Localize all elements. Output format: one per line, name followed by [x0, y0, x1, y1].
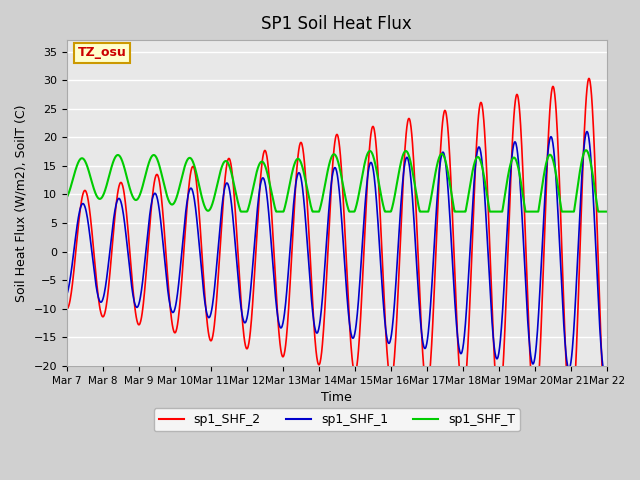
Y-axis label: Soil Heat Flux (W/m2), SoilT (C): Soil Heat Flux (W/m2), SoilT (C): [15, 104, 28, 302]
sp1_SHF_1: [583, 129, 591, 134]
sp1_SHF_1: [539, 232, 547, 238]
sp1_SHF_1: [601, 372, 609, 377]
sp1_SHF_T: [421, 209, 429, 215]
sp1_SHF_T: [603, 209, 611, 215]
Line: sp1_SHF_T: sp1_SHF_T: [67, 150, 607, 212]
sp1_SHF_2: [63, 306, 70, 312]
sp1_SHF_2: [420, 374, 428, 380]
sp1_SHF_T: [540, 177, 547, 183]
sp1_SHF_1: [492, 350, 499, 356]
sp1_SHF_T: [582, 147, 589, 153]
sp1_SHF_2: [243, 346, 251, 351]
sp1_SHF_T: [183, 158, 191, 164]
Line: sp1_SHF_1: sp1_SHF_1: [67, 132, 607, 374]
sp1_SHF_2: [170, 328, 177, 334]
Title: SP1 Soil Heat Flux: SP1 Soil Heat Flux: [262, 15, 412, 33]
sp1_SHF_1: [63, 292, 70, 298]
sp1_SHF_2: [603, 426, 611, 432]
sp1_SHF_1: [183, 200, 191, 206]
sp1_SHF_1: [420, 346, 428, 351]
sp1_SHF_T: [170, 201, 177, 206]
X-axis label: Time: Time: [321, 391, 352, 404]
Legend: sp1_SHF_2, sp1_SHF_1, sp1_SHF_T: sp1_SHF_2, sp1_SHF_1, sp1_SHF_T: [154, 408, 520, 432]
sp1_SHF_T: [244, 207, 252, 213]
sp1_SHF_2: [539, 282, 547, 288]
Line: sp1_SHF_2: sp1_SHF_2: [67, 78, 607, 429]
sp1_SHF_2: [492, 368, 499, 374]
sp1_SHF_1: [170, 309, 177, 315]
sp1_SHF_2: [585, 75, 593, 81]
sp1_SHF_T: [492, 209, 499, 215]
sp1_SHF_1: [243, 313, 251, 319]
sp1_SHF_T: [237, 209, 244, 215]
sp1_SHF_2: [183, 206, 191, 212]
Text: TZ_osu: TZ_osu: [77, 47, 126, 60]
sp1_SHF_1: [603, 364, 611, 370]
sp1_SHF_T: [63, 194, 70, 200]
